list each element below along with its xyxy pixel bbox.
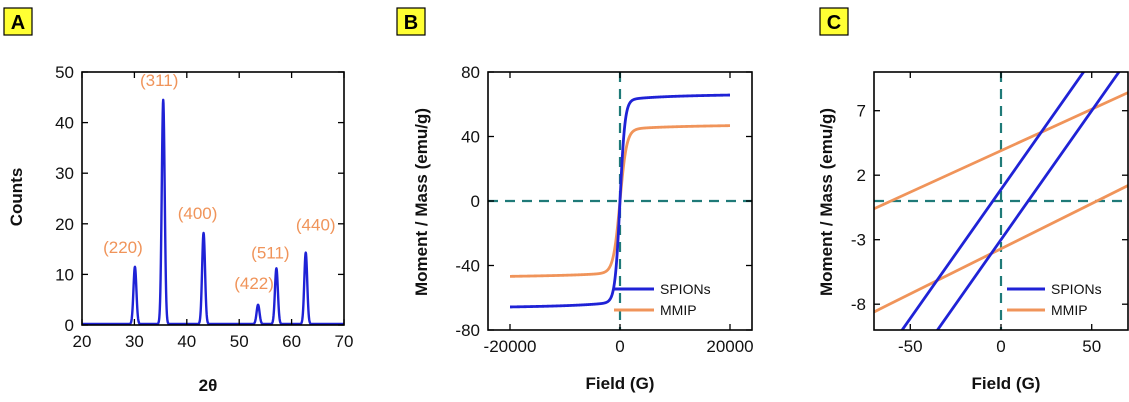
panel-c-ytick-label: 7 [857,102,866,121]
panel-b-xtick-label: 20000 [706,337,753,356]
peak-label: (220) [103,238,143,257]
panel-c: C Moment / Mass (emu/g) Field (G) SPIONs… [817,7,1129,393]
hysteresis-branch-spions [935,72,1121,330]
panel-b-ylabel: Moment / Mass (emu/g) [412,108,431,296]
panel-a: A Counts 2θ (220) (311) (400) (422) (511) (44… [3,7,353,395]
panel-a-ytick-label: 50 [55,63,74,82]
panel-b-badge [396,7,426,36]
panel-b-ytick-label: 80 [461,63,480,82]
panel-c-badge [819,7,849,36]
panel-b-plot: SPIONs MMIP -20000 0 20000 80 40 0 -40 -80 [455,63,753,356]
panel-b-letter: B [404,12,418,34]
panel-c-ylabel: Moment / Mass (emu/g) [817,108,836,296]
hysteresis-branch-mmip [874,91,1128,211]
panel-b-ytick-label: 40 [461,128,480,147]
legend-label-spions: SPIONs [660,281,711,297]
panel-a-xtick-label: 60 [282,332,301,351]
xrd-pattern-line [81,98,345,326]
panel-b-xtick-label: 0 [615,337,624,356]
panel-a-xtick-label: 30 [125,332,144,351]
panel-a-xtick-label: 40 [177,332,196,351]
magnetization-line-spions [508,93,732,309]
panel-a-xtick-label: 20 [73,332,92,351]
panel-a-plot: (220) (311) (400) (422) (511) (440) 20 30 40 50 60… [55,63,353,351]
panel-c-plot-area [874,72,1128,330]
peak-label: (511) [251,243,289,262]
panel-a-letter: A [11,12,25,34]
peak-label: (440) [296,216,336,235]
legend-label-spions: SPIONs [1051,281,1102,297]
panel-a-badge [3,7,33,36]
panel-a-frame [81,71,345,326]
panel-b-ytick-label: 0 [471,192,480,211]
panel-c-xlabel: Field (G) [972,374,1041,393]
hysteresis-branch-spions [900,72,1086,330]
legend-label-mmip: MMIP [660,302,697,318]
legend-label-mmip: MMIP [1051,302,1088,318]
panel-b-xlabel: Field (G) [586,374,655,393]
panel-a-ytick-label: 20 [55,215,74,234]
panel-c-plot: SPIONs MMIP -50 0 50 7 2 -3 -8 [851,71,1129,356]
panel-a-xtick-label: 50 [230,332,249,351]
panel-a-ytick-label: 40 [55,114,74,133]
panel-c-letter: C [827,12,841,34]
peak-label: (311) [140,71,178,90]
panel-c-ytick-label: -3 [851,231,866,250]
panel-c-xtick-label: -50 [898,337,923,356]
panel-b-xtick-label: -20000 [484,337,537,356]
panel-c-xtick-label: 0 [996,337,1005,356]
peak-label: (400) [178,204,218,223]
panel-a-xtick-label: 70 [335,332,354,351]
panel-a-ytick-label: 0 [65,316,74,335]
panel-b-ytick-label: -80 [455,321,480,340]
panel-a-ytick-label: 10 [55,265,74,284]
peak-label: (422) [234,274,274,293]
panel-c-ytick-label: -8 [851,295,866,314]
panel-c-ytick-label: 2 [857,166,866,185]
panel-a-ylabel: Counts [7,168,26,227]
panel-a-ytick-label: 30 [55,164,74,183]
panel-c-xtick-label: 50 [1082,337,1101,356]
panel-b-ytick-label: -40 [455,257,480,276]
panel-a-xlabel: 2θ [199,376,218,395]
panel-b: B Moment / Mass (emu/g) Field (G) SPIONs… [396,7,754,393]
hysteresis-branch-mmip [874,184,1128,314]
